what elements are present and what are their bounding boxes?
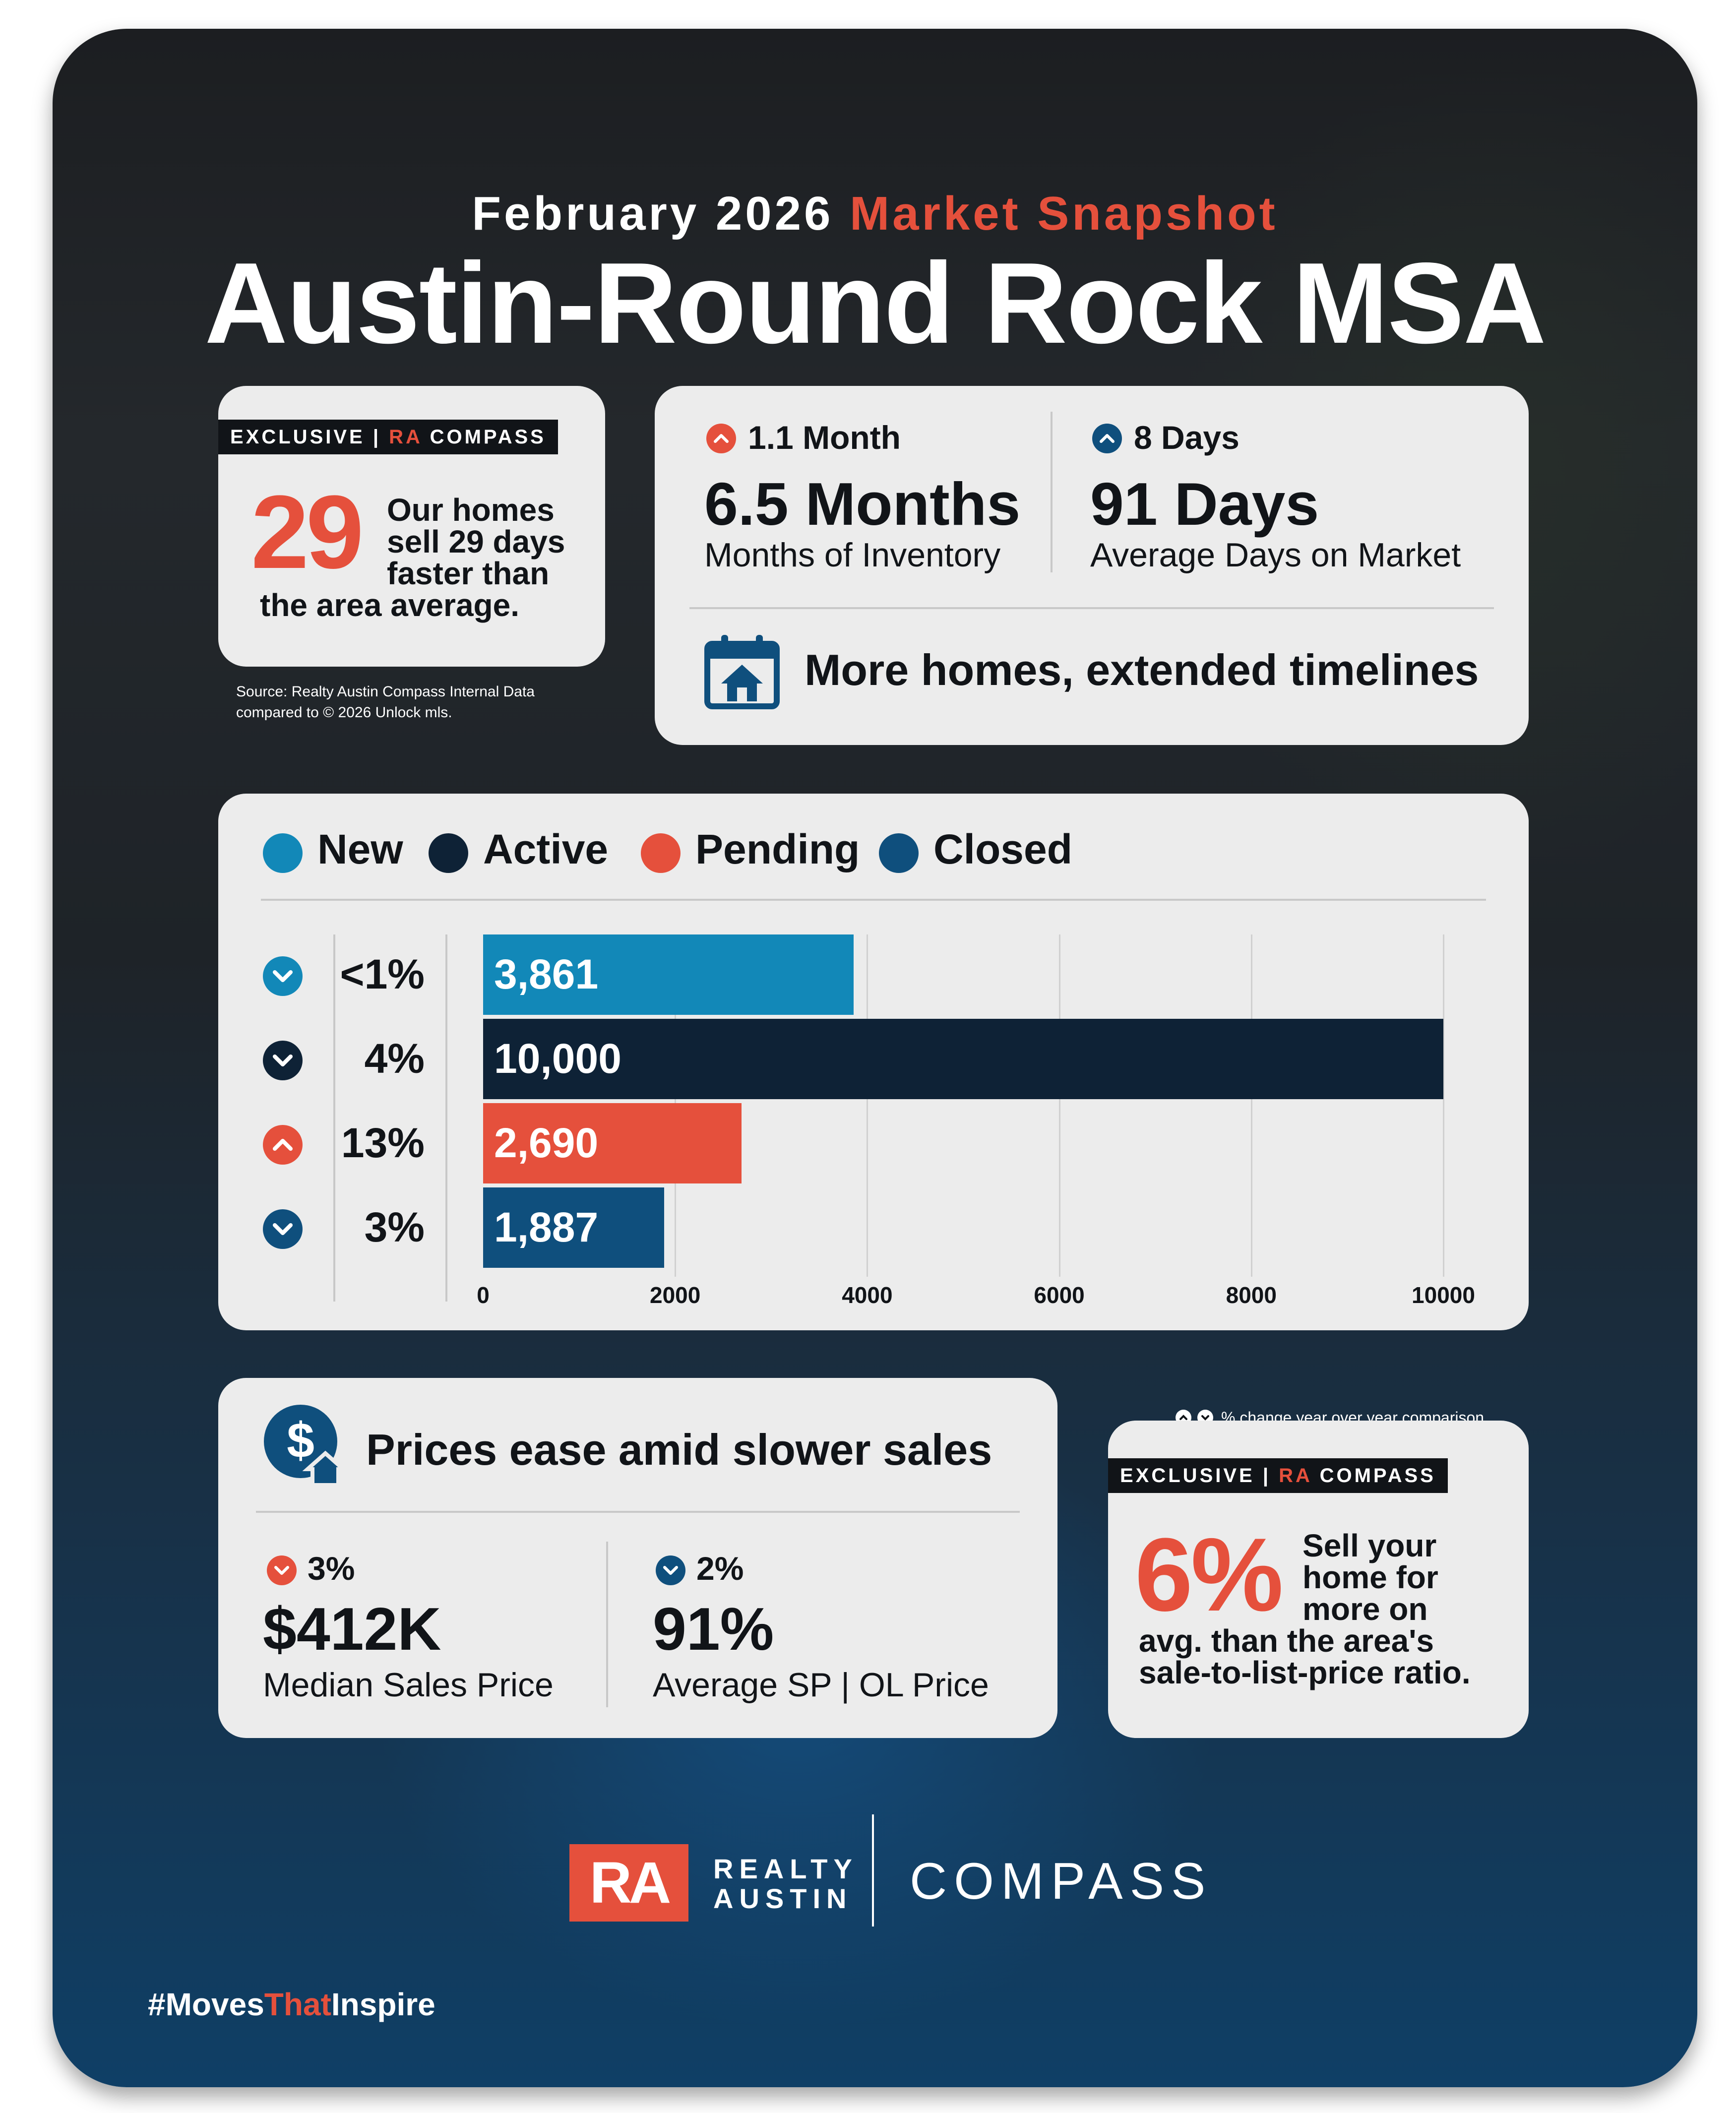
header-accent: Market Snapshot <box>850 187 1278 240</box>
exclusive-text-4: avg. than the area's <box>1139 1623 1434 1659</box>
dom-label: Average Days on Market <box>1090 536 1461 574</box>
stat-divider <box>606 1542 608 1707</box>
column-divider <box>333 934 335 1302</box>
realty-austin-logo: RA REALTY AUSTIN <box>569 1834 897 1928</box>
exclusive-tag: EXCLUSIVE | RA COMPASS <box>1108 1458 1448 1493</box>
exclusive-text-5: sale-to-list-price ratio. <box>1139 1655 1471 1690</box>
up-arrow-icon <box>1092 424 1122 453</box>
hashtag: #MovesThatInspire <box>148 1987 435 2022</box>
calendar-house-icon <box>702 632 782 711</box>
inventory-headline: More homes, extended timelines <box>805 645 1479 694</box>
legend-dot-active <box>429 833 468 873</box>
grid-line <box>1058 934 1060 1277</box>
bar-value-label: 10,000 <box>494 1035 621 1082</box>
bar-value-label: 1,887 <box>494 1204 599 1250</box>
infographic-frame: February 2026 Market Snapshot Austin-Rou… <box>53 29 1697 2087</box>
x-tick-label: 6000 <box>1034 1282 1085 1308</box>
down-arrow-icon <box>656 1555 685 1585</box>
page-title: Austin-Round Rock MSA <box>204 239 1546 368</box>
exclusive-card-2: EXCLUSIVE | RA COMPASS 6% Sell your home… <box>1108 1421 1529 1738</box>
exclusive-text-4: the area average. <box>260 587 519 623</box>
down-arrow-icon <box>263 956 303 996</box>
bar-value-label: 2,690 <box>494 1119 599 1166</box>
chart-card: New Active Pending Closed 0 2000 4000 6000 8… <box>218 794 1529 1330</box>
legend-dot-closed <box>879 833 919 873</box>
legend-label-new: New <box>317 826 403 872</box>
inventory-label: Months of Inventory <box>704 536 1001 574</box>
grid-line <box>1250 934 1252 1277</box>
x-tick-label: 8000 <box>1226 1282 1277 1308</box>
dom-value: 91 Days <box>1090 470 1319 538</box>
inventory-change: 1.1 Month <box>748 419 901 456</box>
grid-line <box>1443 934 1444 1277</box>
bar-plot: 0 2000 4000 6000 8000 10000 3,861 10,000 2,690 1,… <box>477 934 1475 1331</box>
grid-line <box>867 934 868 1277</box>
down-arrow-icon <box>263 1041 303 1080</box>
source-note: Source: Realty Austin Compass Internal D… <box>236 684 535 721</box>
card-divider <box>689 607 1494 609</box>
change-percent: 13% <box>341 1119 425 1166</box>
prices-card: $ Prices ease amid slower sales 3% $412K… <box>218 1378 1057 1738</box>
exclusive-text-2: sell 29 days <box>387 524 565 559</box>
stat-divider <box>1051 412 1053 572</box>
median-change: 3% <box>308 1550 355 1587</box>
header-subtitle: February 2026 Market Snapshot <box>53 186 1697 241</box>
bar-value-label: 3,861 <box>494 951 599 997</box>
card-divider <box>256 1511 1020 1513</box>
prices-headline: Prices ease amid slower sales <box>366 1425 992 1474</box>
legend-label-pending: Pending <box>695 826 860 872</box>
bar-pending <box>483 1103 742 1183</box>
x-tick-label: 4000 <box>842 1282 893 1308</box>
dollar-house-icon: $ <box>261 1402 350 1491</box>
inventory-card: 1.1 Month 6.5 Months Months of Inventory… <box>655 386 1529 745</box>
x-tick-label: 0 <box>477 1282 490 1308</box>
exclusive-text-2: home for <box>1302 1559 1438 1595</box>
dom-change: 8 Days <box>1134 419 1240 456</box>
compass-logo: COMPASS <box>910 1853 1213 1910</box>
up-arrow-icon <box>706 424 736 453</box>
bar-new <box>483 934 854 1015</box>
down-arrow-icon <box>263 1209 303 1249</box>
median-value: $412K <box>263 1595 441 1663</box>
legend-dot-pending <box>641 833 681 873</box>
x-tick-label: 2000 <box>650 1282 701 1308</box>
change-percent: 3% <box>364 1204 425 1250</box>
header-month: February 2026 <box>472 187 834 240</box>
exclusive-tag: EXCLUSIVE | RA COMPASS <box>218 420 558 454</box>
legend-label-active: Active <box>483 826 609 872</box>
bar-closed <box>483 1187 665 1268</box>
logo-divider <box>872 1814 874 1927</box>
inventory-value: 6.5 Months <box>704 470 1021 538</box>
median-label: Median Sales Price <box>263 1666 554 1704</box>
legend-label-closed: Closed <box>933 826 1073 872</box>
exclusive-text-1: Our homes <box>387 492 555 528</box>
axis-line <box>445 934 447 1302</box>
exclusive-card: EXCLUSIVE | RA COMPASS 29 Our homes sell… <box>218 386 605 667</box>
sp-ol-change: 2% <box>696 1550 744 1587</box>
down-arrow-icon <box>267 1555 297 1585</box>
sp-ol-label: Average SP | OL Price <box>653 1666 989 1704</box>
exclusive-text-3: faster than <box>387 556 550 591</box>
x-tick-label: 10000 <box>1412 1282 1475 1308</box>
change-percent: 4% <box>364 1035 425 1082</box>
logo-ra-box: RA <box>569 1844 688 1922</box>
change-percent: <1% <box>340 951 425 997</box>
svg-text:$: $ <box>287 1413 314 1468</box>
up-arrow-icon <box>263 1125 303 1165</box>
exclusive-text-3: more on <box>1302 1591 1428 1627</box>
legend-divider <box>261 899 1486 901</box>
legend-dot-new <box>263 833 303 873</box>
bar-active <box>483 1019 1443 1099</box>
exclusive-text-1: Sell your <box>1302 1528 1437 1563</box>
sp-ol-value: 91% <box>653 1595 774 1663</box>
exclusive-number: 6% <box>1135 1516 1284 1633</box>
exclusive-number: 29 <box>251 474 364 590</box>
